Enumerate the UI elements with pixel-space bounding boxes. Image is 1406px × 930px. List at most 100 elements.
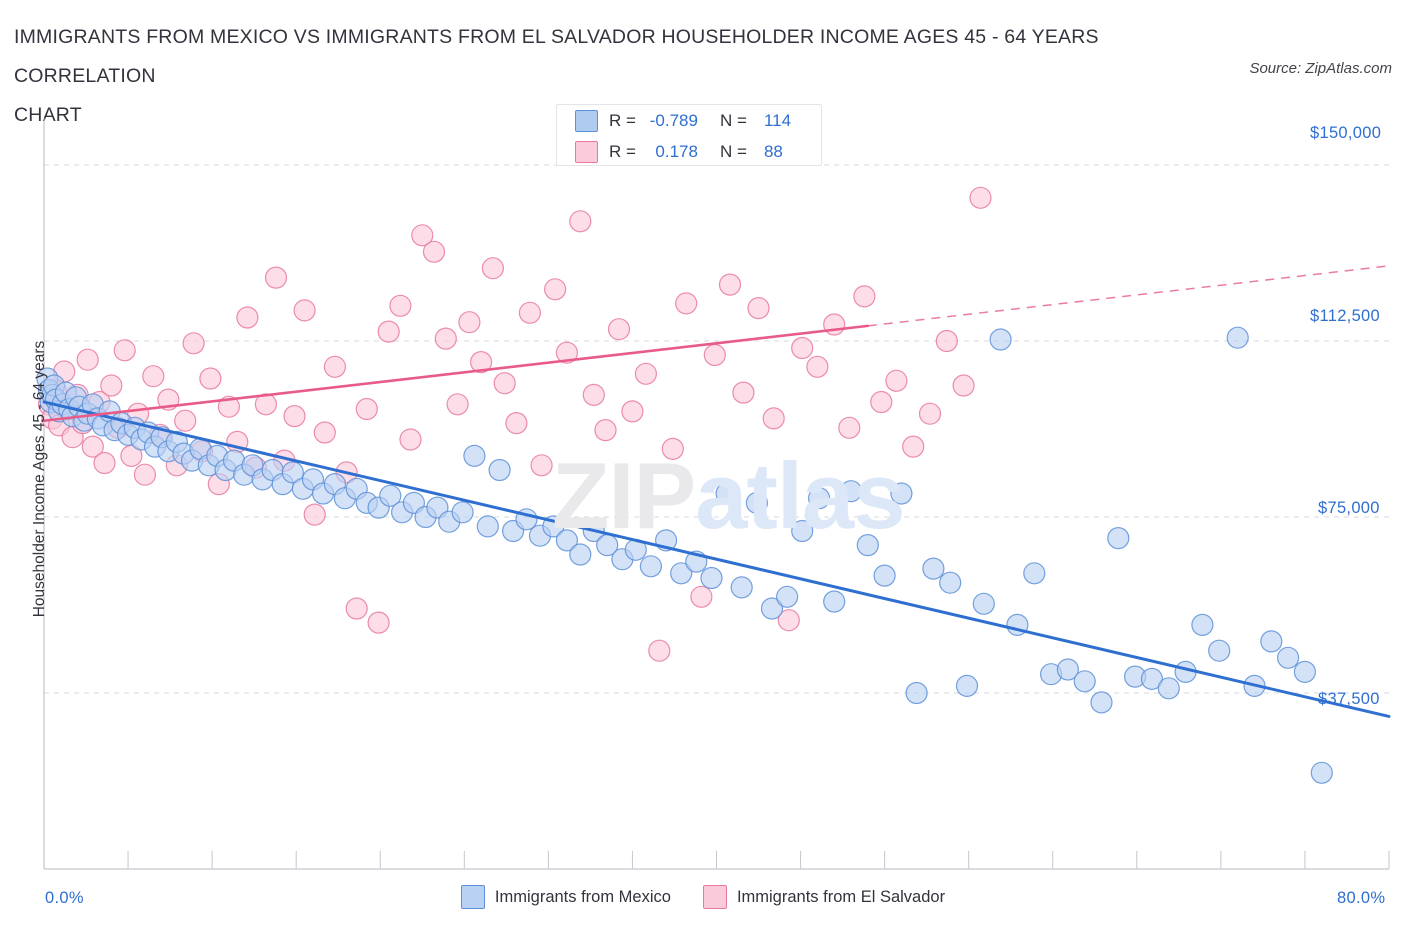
data-point[interactable] (313, 421, 336, 444)
data-point[interactable] (451, 501, 474, 524)
data-point[interactable] (355, 397, 378, 421)
data-point[interactable] (120, 444, 143, 467)
data-point[interactable] (458, 311, 481, 334)
data-point[interactable] (446, 393, 469, 416)
data-point[interactable] (422, 240, 446, 263)
data-point[interactable] (505, 412, 528, 435)
data-point[interactable] (1293, 660, 1317, 684)
data-point[interactable] (703, 343, 726, 367)
data-point[interactable] (856, 533, 879, 557)
data-point[interactable] (989, 328, 1012, 351)
data-point[interactable] (1208, 639, 1231, 662)
data-point[interactable] (293, 299, 316, 322)
data-point[interactable] (582, 383, 605, 406)
data-point[interactable] (236, 306, 259, 329)
data-point[interactable] (399, 428, 422, 451)
data-point[interactable] (174, 409, 197, 432)
data-point[interactable] (463, 444, 486, 467)
data-point[interactable] (939, 571, 962, 594)
data-point[interactable] (791, 336, 814, 360)
data-point[interactable] (885, 369, 908, 392)
data-point[interactable] (1107, 526, 1130, 550)
data-point[interactable] (905, 681, 928, 705)
data-point[interactable] (1140, 667, 1164, 691)
data-point[interactable] (411, 224, 434, 247)
data-point[interactable] (199, 367, 222, 390)
data-point[interactable] (839, 480, 863, 503)
data-point[interactable] (518, 301, 542, 324)
data-point[interactable] (142, 365, 165, 388)
data-point[interactable] (791, 519, 814, 543)
data-point[interactable] (730, 576, 753, 599)
data-point[interactable] (323, 355, 346, 378)
legend-item-mexico[interactable]: Immigrants from Mexico (460, 885, 671, 909)
data-point[interactable] (762, 407, 785, 430)
data-point[interactable] (100, 374, 123, 397)
data-point[interactable] (1023, 562, 1046, 585)
data-point[interactable] (476, 515, 499, 538)
data-point[interactable] (621, 400, 644, 423)
data-point[interactable] (935, 329, 958, 353)
data-point[interactable] (493, 372, 516, 395)
data-point[interactable] (264, 266, 288, 289)
data-point[interactable] (870, 390, 893, 414)
data-point[interactable] (434, 327, 457, 350)
data-point[interactable] (1073, 670, 1096, 693)
data-point[interactable] (555, 529, 579, 552)
legend-item-elsalvador[interactable]: Immigrants from El Salvador (702, 885, 945, 909)
data-point[interactable] (955, 674, 979, 698)
data-point[interactable] (969, 186, 992, 209)
data-point[interactable] (389, 294, 412, 317)
data-point[interactable] (113, 339, 136, 362)
data-point[interactable] (281, 461, 304, 484)
data-point[interactable] (972, 592, 995, 615)
data-point[interactable] (639, 555, 663, 578)
data-point[interactable] (555, 341, 579, 364)
data-point[interactable] (690, 585, 713, 608)
data-point[interactable] (81, 435, 104, 458)
data-point[interactable] (1157, 677, 1180, 700)
data-point[interactable] (93, 451, 116, 475)
data-point[interactable] (1056, 658, 1080, 681)
data-point[interactable] (661, 437, 684, 460)
data-point[interactable] (777, 609, 800, 632)
data-point[interactable] (718, 273, 742, 296)
data-point[interactable] (182, 332, 205, 355)
data-point[interactable] (634, 362, 658, 385)
data-point[interactable] (775, 585, 799, 608)
data-point[interactable] (133, 463, 156, 486)
data-point[interactable] (379, 484, 402, 507)
data-point[interactable] (807, 487, 831, 510)
data-point[interactable] (675, 292, 698, 315)
data-point[interactable] (1226, 326, 1249, 349)
data-point[interactable] (470, 351, 493, 374)
data-point[interactable] (823, 590, 846, 613)
data-point[interactable] (922, 557, 945, 580)
data-point[interactable] (1310, 761, 1333, 784)
data-point[interactable] (569, 210, 592, 233)
data-point[interactable] (283, 405, 306, 428)
data-point[interactable] (530, 454, 553, 477)
data-point[interactable] (918, 402, 942, 425)
data-point[interactable] (76, 348, 99, 371)
data-point[interactable] (377, 320, 400, 343)
data-point[interactable] (760, 597, 784, 620)
data-point[interactable] (1191, 613, 1214, 637)
data-point[interactable] (715, 482, 738, 505)
data-point[interactable] (745, 491, 769, 514)
data-point[interactable] (670, 562, 693, 585)
data-point[interactable] (345, 597, 368, 620)
data-point[interactable] (700, 566, 723, 590)
data-point[interactable] (1276, 646, 1300, 669)
data-point[interactable] (902, 435, 925, 458)
data-point[interactable] (543, 278, 567, 301)
data-point[interactable] (594, 419, 617, 442)
data-point[interactable] (1090, 691, 1113, 714)
data-point[interactable] (648, 639, 671, 662)
data-point[interactable] (732, 381, 755, 404)
data-point[interactable] (303, 503, 326, 526)
data-point[interactable] (217, 395, 240, 418)
data-point[interactable] (890, 482, 913, 505)
data-point[interactable] (747, 297, 770, 320)
data-point[interactable] (838, 416, 861, 439)
